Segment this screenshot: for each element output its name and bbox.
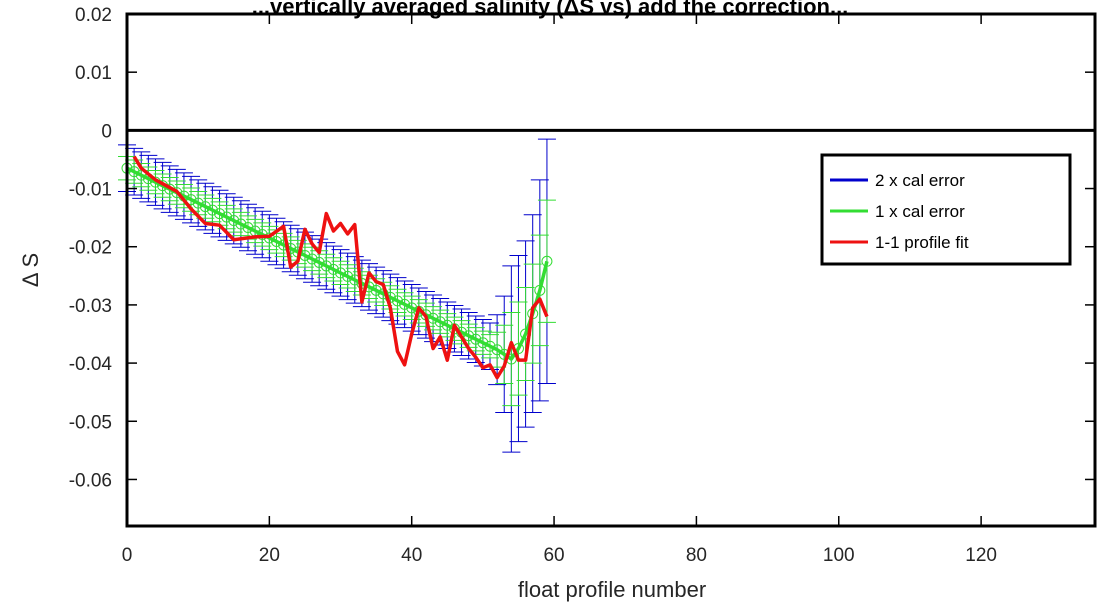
y-axis-label: Δ S [18, 253, 43, 287]
calibration-point [185, 194, 197, 206]
calibration-point [171, 187, 183, 199]
calibration-point [342, 270, 354, 282]
calibration-point [192, 197, 204, 209]
y-tick-label: 0.01 [75, 63, 112, 84]
calibration-point [391, 295, 403, 307]
x-axis-label: float profile number [518, 577, 706, 602]
calibration-point [320, 260, 332, 272]
calibration-point [484, 340, 496, 352]
x-tick-label: 80 [686, 545, 707, 566]
calibration-point [313, 256, 325, 268]
x-axis-ticks: 0 20 40 60 80 100 120 [122, 14, 997, 566]
calibration-point [228, 215, 240, 227]
x-tick-label: 0 [122, 545, 133, 566]
calibration-point [256, 229, 268, 241]
x-tick-label: 60 [543, 545, 564, 566]
legend: 2 x cal error 1 x cal error 1-1 profile … [820, 153, 1072, 266]
calibration-point [327, 263, 339, 275]
calibration-point [406, 302, 418, 314]
plot-area [118, 138, 556, 453]
y-tick-label: 0 [101, 121, 112, 142]
calibration-point [463, 330, 475, 342]
calibration-point [221, 211, 233, 223]
series-line-profile-fit [132, 155, 549, 380]
x-tick-label: 20 [259, 545, 280, 566]
calibration-point [434, 316, 446, 328]
x-tick-label: 40 [401, 545, 422, 566]
series-line-calibration [126, 166, 549, 361]
legend-label-2x-cal: 2 x cal error [875, 171, 965, 190]
calibration-point [534, 284, 546, 296]
calibration-point [235, 218, 247, 230]
legend-label-1x-cal: 1 x cal error [875, 202, 965, 221]
y-tick-label: 0.02 [75, 5, 112, 26]
calibration-point [541, 255, 553, 267]
series-group [121, 155, 553, 380]
calibration-point [270, 235, 282, 247]
legend-label-profile-fit: 1-1 profile fit [875, 233, 969, 252]
y-axis-ticks: 0.02 0.01 0 -0.01 -0.02 -0.03 -0.04 -0.05 -0.06 [69, 5, 1095, 491]
calibration-point [214, 208, 226, 220]
calibration-point [399, 298, 411, 310]
calibration-point [370, 284, 382, 296]
y-tick-label: -0.02 [69, 238, 112, 259]
x-tick-label: 100 [823, 545, 855, 566]
calibration-point [335, 267, 347, 279]
chart-title: ...vertically averaged salinity (ΔS vs) … [252, 0, 849, 19]
plot-frame [125, 12, 1097, 528]
calibration-point [441, 319, 453, 331]
calibration-point [128, 166, 140, 178]
y-tick-label: -0.01 [69, 180, 112, 201]
calibration-point [477, 337, 489, 349]
y-tick-label: -0.03 [69, 296, 112, 317]
y-tick-label: -0.04 [69, 354, 113, 375]
calibration-point [470, 333, 482, 345]
calibration-point [306, 253, 318, 265]
calibration-point [199, 201, 211, 213]
y-tick-label: -0.05 [69, 412, 112, 433]
calibration-point [242, 222, 254, 234]
y-tick-label: -0.06 [69, 470, 112, 491]
x-tick-label: 120 [965, 545, 997, 566]
calibration-point [206, 204, 218, 216]
